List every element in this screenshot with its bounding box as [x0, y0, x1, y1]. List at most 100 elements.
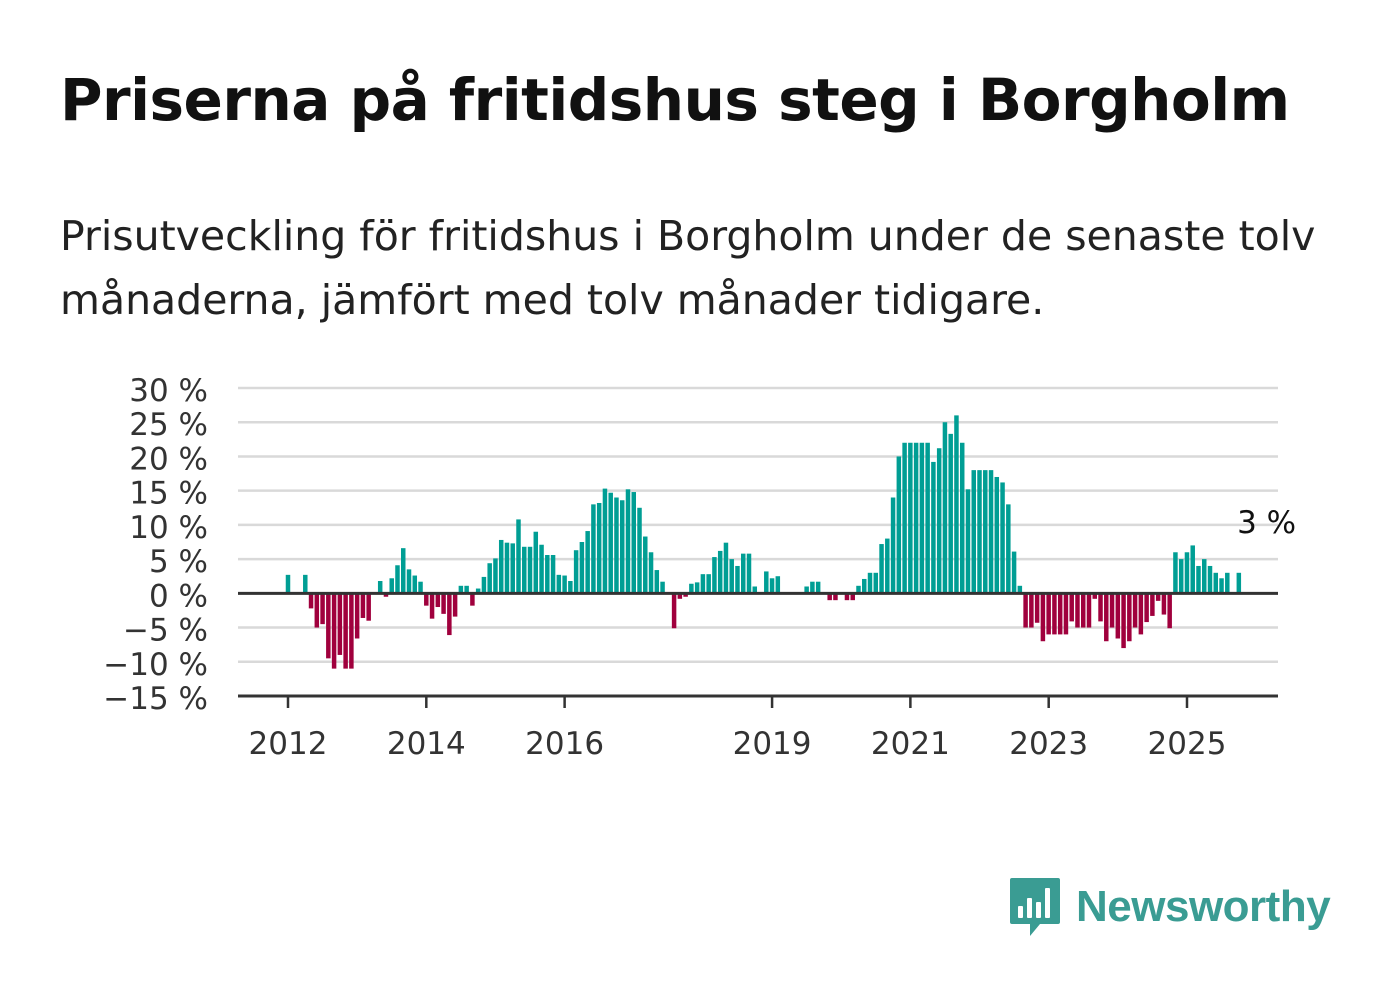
bar-negative [1167, 593, 1172, 629]
y-tick-label: 0 % [149, 578, 208, 614]
bar-positive [810, 581, 815, 594]
bar-negative [1069, 593, 1074, 622]
bar-positive [1207, 565, 1213, 594]
bar-negative [1144, 593, 1149, 623]
bar-positive [654, 570, 660, 594]
bar-negative [360, 593, 366, 618]
bar-positive [977, 470, 982, 594]
bar-positive [879, 544, 884, 594]
bar-positive [585, 531, 590, 594]
bar-positive [487, 563, 492, 594]
bar-positive [533, 531, 539, 594]
bar-positive [741, 553, 746, 594]
bar-negative [1155, 593, 1161, 601]
bar-positive [694, 582, 700, 594]
bar-positive [959, 442, 965, 594]
bar-negative [354, 593, 360, 639]
bar-positive [965, 489, 971, 594]
x-tick-label: 2016 [525, 726, 604, 762]
tick-labels: 30 %25 %20 %15 %10 %5 %0 %−5 %−10 %−15 %… [103, 373, 1296, 762]
x-tick-label: 2025 [1148, 726, 1227, 762]
bar-negative [1080, 593, 1086, 628]
bar-positive [994, 476, 1000, 594]
bar-positive [1178, 559, 1184, 594]
chart-title: Priserna på fritidshus steg i Borgholm [60, 66, 1290, 134]
bar-positive [406, 569, 412, 594]
bar-negative [1057, 593, 1063, 635]
bar-positive [1017, 585, 1023, 594]
bar-positive [752, 586, 758, 594]
bar-positive [527, 546, 533, 594]
bar-negative [683, 593, 688, 597]
bar-positive [504, 542, 510, 594]
bar-positive [637, 507, 642, 594]
bar-positive [700, 574, 706, 594]
bar-negative [677, 593, 683, 599]
bar-positive [913, 442, 919, 594]
bar-positive [936, 448, 942, 594]
y-tick-label: −10 % [103, 647, 208, 683]
bar-positive [596, 502, 602, 594]
x-tick-label: 2014 [387, 726, 466, 762]
bar-positive [1184, 552, 1190, 594]
bar-negative [850, 593, 855, 601]
bar-positive [602, 488, 608, 594]
bar-positive [712, 557, 717, 594]
bar-positive [862, 578, 867, 594]
y-tick-label: −5 % [123, 613, 208, 649]
bar-positive [573, 550, 579, 594]
bar-positive [856, 585, 861, 594]
bar-positive [717, 550, 723, 594]
bars [285, 415, 1242, 669]
x-tick-label: 2012 [249, 726, 328, 762]
x-tick-label: 2023 [1009, 726, 1088, 762]
chart-subtitle: Prisutveckling för fritidshus i Borgholm… [60, 212, 1316, 324]
bar-positive [1196, 565, 1201, 594]
bar-positive [1011, 551, 1017, 594]
bar-positive [556, 574, 562, 594]
bar-positive [1219, 578, 1224, 594]
bar-negative [349, 593, 354, 669]
bar-negative [320, 593, 325, 625]
bar-negative [470, 593, 475, 606]
bar-negative [1075, 593, 1080, 628]
bar-positive [867, 572, 873, 594]
bar-positive [539, 544, 544, 594]
bar-negative [308, 593, 314, 609]
bar-positive [931, 461, 936, 594]
bar-positive [942, 422, 948, 594]
bar-negative [1132, 593, 1138, 628]
y-tick-label: 20 % [129, 441, 208, 477]
bar-positive [706, 574, 711, 594]
bar-positive [303, 574, 308, 594]
bar-positive [498, 539, 504, 594]
bar-positive [631, 492, 636, 594]
bar-positive [1236, 572, 1242, 594]
bar-positive [908, 442, 913, 594]
bar-negative [1023, 593, 1028, 628]
axes [238, 591, 1278, 708]
bar-positive [896, 456, 902, 594]
bar-positive [516, 519, 521, 594]
bar-negative [441, 593, 446, 614]
bar-positive [885, 538, 890, 594]
bar-negative [429, 593, 435, 619]
y-tick-label: −15 % [103, 681, 208, 717]
x-tick-label: 2021 [871, 726, 950, 762]
bar-positive [285, 574, 291, 594]
bar-positive [458, 585, 464, 594]
bar-negative [833, 593, 838, 601]
bar-positive [377, 581, 383, 594]
bar-positive [1173, 552, 1178, 594]
bar-negative [1063, 593, 1069, 635]
bar-negative [1138, 593, 1144, 635]
bar-negative [337, 593, 343, 655]
bar-negative [844, 593, 850, 601]
bar-positive [815, 581, 821, 594]
bar-negative [1161, 593, 1167, 615]
bar-positive [608, 492, 613, 594]
bar-positive [389, 578, 394, 594]
y-tick-label: 30 % [129, 373, 208, 409]
bar-positive [545, 555, 550, 594]
bar-positive [983, 470, 988, 594]
